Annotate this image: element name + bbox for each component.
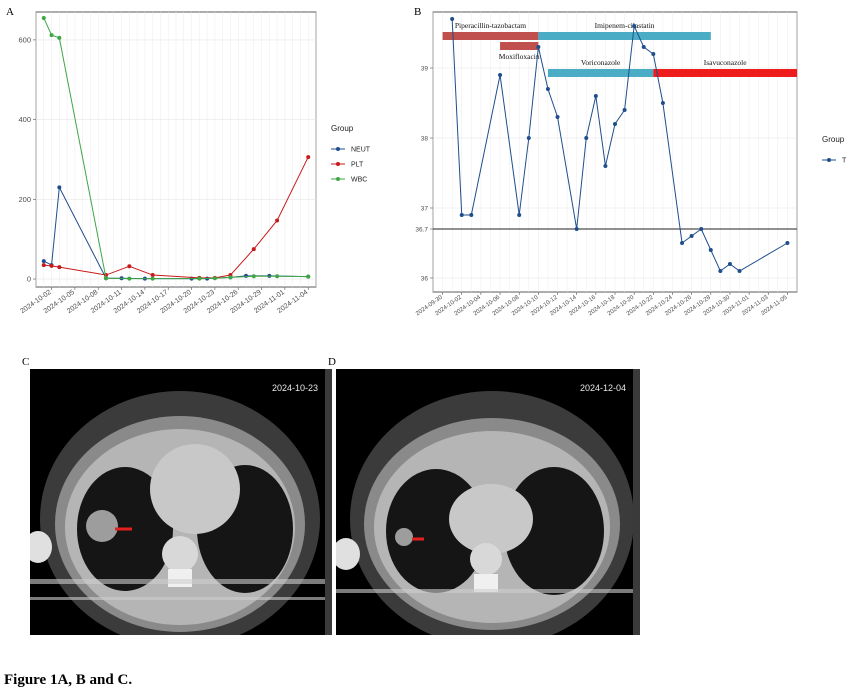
data-point (49, 263, 54, 268)
treatment-bar (547, 69, 654, 77)
legend-key-point (336, 177, 340, 181)
data-point (450, 17, 455, 21)
panel-label-d: D (328, 356, 336, 368)
figure-caption: Figure 1A, B and C. (4, 672, 133, 688)
legend-key-point (336, 147, 340, 151)
data-point (708, 248, 713, 252)
ct-image-c (30, 391, 332, 635)
chart-a-blood-counts: 02004006002024-10-022024-10-052024-10-08… (18, 11, 371, 315)
data-point (469, 213, 474, 217)
y-tick-label: 600 (18, 35, 31, 44)
legend-key-point (827, 158, 831, 162)
treatment-bar (538, 32, 711, 40)
panel-label-a: A (6, 6, 14, 18)
data-point (251, 274, 256, 279)
data-point (41, 259, 46, 264)
data-point (593, 94, 598, 98)
chart-b-temperature: 3636.73738392024-09-302024-10-022024-10-… (415, 11, 847, 317)
data-point (275, 218, 280, 223)
data-point (727, 262, 732, 266)
legend-label: NEUT (351, 147, 371, 154)
data-point (517, 213, 522, 217)
y-tick-label: 0 (27, 275, 31, 284)
legend-label: T (842, 158, 847, 165)
data-point (150, 276, 155, 281)
data-point (622, 108, 627, 112)
treatment-bar (500, 42, 539, 50)
data-point (57, 265, 62, 270)
legend-label: PLT (351, 162, 364, 169)
treatment-bar (442, 32, 539, 40)
y-tick-label: 39 (421, 66, 429, 73)
data-point (228, 275, 233, 280)
treatment-label: Isavuconazole (704, 58, 748, 67)
data-point (41, 263, 46, 268)
data-point (632, 24, 637, 28)
ct-scan-c: 2024-10-23 (30, 369, 332, 635)
data-point (785, 241, 790, 245)
y-tick-label: 36 (421, 276, 429, 283)
data-point (689, 234, 694, 238)
data-point (641, 45, 646, 49)
legend-title: Group (822, 135, 845, 144)
data-point (536, 45, 541, 49)
ct-image-d (336, 391, 640, 635)
y-tick-label: 36.7 (415, 227, 428, 234)
data-point (104, 276, 108, 281)
y-tick-label: 400 (18, 115, 31, 124)
data-point (613, 122, 617, 126)
legend-label: WBC (351, 177, 367, 184)
data-point (603, 164, 608, 168)
ct-date-label-d: 2024-12-04 (579, 383, 626, 393)
legend-title: Group (331, 124, 354, 133)
data-point (584, 136, 589, 140)
data-point (41, 15, 46, 20)
data-point (737, 269, 742, 273)
data-point (699, 227, 704, 231)
data-point (660, 101, 665, 105)
data-point (197, 276, 202, 281)
data-point (150, 273, 155, 278)
data-point (306, 274, 311, 279)
data-point (545, 87, 550, 91)
data-point (275, 274, 280, 279)
data-point (306, 155, 311, 160)
data-point (57, 185, 62, 190)
panel-label-c: C (22, 356, 30, 368)
data-point (127, 276, 132, 281)
ct-scan-d: 2024-12-04 (336, 369, 640, 635)
data-point (244, 273, 248, 278)
legend-key-point (336, 162, 340, 166)
data-point (651, 52, 656, 56)
data-point (57, 35, 62, 40)
data-point (498, 73, 503, 77)
y-tick-label: 200 (18, 195, 31, 204)
data-point (49, 33, 54, 38)
treatment-label: Imipenem-cilastatin (595, 21, 655, 30)
data-point (459, 213, 464, 217)
ct-edge-c (325, 369, 332, 635)
data-point (526, 136, 531, 140)
ct-edge-d (633, 369, 640, 635)
data-point (574, 227, 579, 231)
treatment-label: Voriconazole (581, 58, 621, 67)
data-point (680, 241, 685, 245)
y-tick-label: 37 (421, 206, 429, 213)
panel-label-b: B (414, 6, 422, 18)
treatment-label: Moxifloxacin (499, 52, 540, 61)
y-tick-label: 38 (421, 136, 429, 143)
data-point (127, 264, 132, 269)
data-point (555, 115, 560, 119)
treatment-bar (653, 69, 797, 77)
ct-date-label-c: 2024-10-23 (271, 383, 318, 393)
data-point (212, 276, 217, 281)
data-point (251, 247, 256, 252)
treatment-label: Piperacillin-tazobactam (455, 21, 526, 30)
data-point (718, 269, 723, 273)
